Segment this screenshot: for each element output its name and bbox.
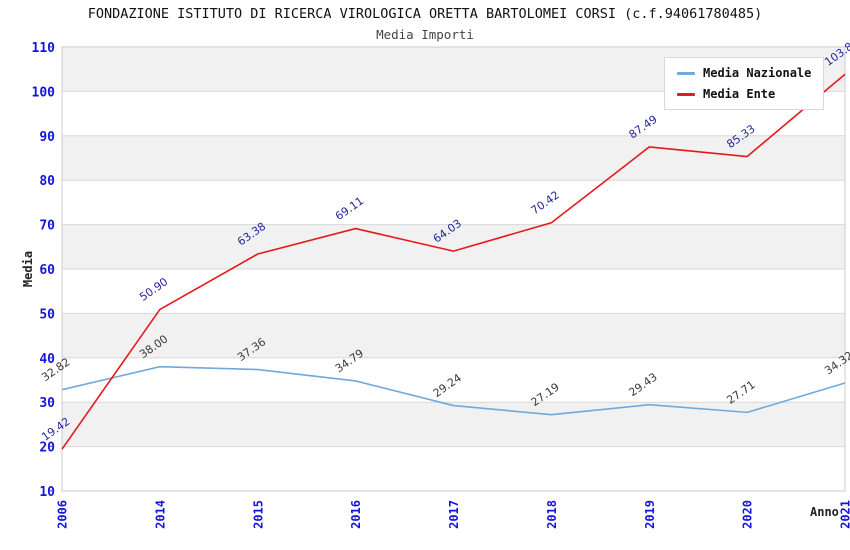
plot-border: [61, 46, 846, 492]
line-swatch-icon: [677, 71, 695, 75]
y-tick-label: 60: [39, 263, 55, 278]
legend-item-media-nazionale: Media Nazionale: [677, 66, 811, 80]
y-tick-label: 40: [39, 352, 55, 367]
series-line-media-ente: [61, 73, 846, 450]
y-tick-label: 70: [39, 219, 55, 234]
y-tick-label: 50: [39, 307, 55, 322]
page-title: FONDAZIONE ISTITUTO DI RICERCA VIROLOGIC…: [87, 6, 763, 22]
y-tick-label: 100: [32, 85, 56, 100]
series-line-media-nazionale: [61, 365, 846, 416]
x-tick-label: 2017: [447, 500, 461, 529]
y-tick-label: 90: [39, 130, 55, 145]
x-tick-label: 2015: [251, 500, 265, 529]
x-tick-label: 2006: [56, 500, 70, 529]
x-tick-label: 2021: [839, 500, 850, 529]
legend-label: Media Ente: [703, 87, 776, 101]
x-tick-label: 2020: [741, 500, 755, 529]
x-tick-label: 2016: [349, 500, 363, 529]
plot-band: [62, 313, 845, 358]
data-label: 69.11: [333, 194, 366, 223]
plot-band: [62, 224, 845, 269]
y-tick-label: 80: [39, 174, 55, 189]
data-label: 50.90: [137, 275, 170, 304]
x-axis-title: Anno: [810, 505, 839, 519]
legend-item-media-ente: Media Ente: [677, 87, 811, 101]
x-tick-label: 2019: [643, 500, 657, 529]
legend-label: Media Nazionale: [703, 66, 812, 80]
y-axis-title: Media: [21, 250, 35, 288]
y-tick-label: 110: [32, 41, 56, 56]
plot-band: [62, 135, 845, 181]
y-tick-label: 10: [39, 485, 55, 500]
x-tick-label: 2014: [153, 500, 167, 529]
data-label: 29.43: [627, 370, 660, 399]
chart-subtitle: Media Importi: [376, 27, 474, 42]
x-tick-label: 2018: [545, 500, 559, 529]
y-tick-label: 30: [39, 396, 55, 411]
data-label: 70.42: [529, 188, 562, 217]
data-label: 29.24: [431, 371, 464, 400]
plot-band: [62, 402, 845, 447]
line-swatch-icon: [677, 92, 695, 96]
y-tick-label: 20: [39, 441, 55, 456]
legend: Media Nazionale Media Ente: [664, 57, 825, 110]
